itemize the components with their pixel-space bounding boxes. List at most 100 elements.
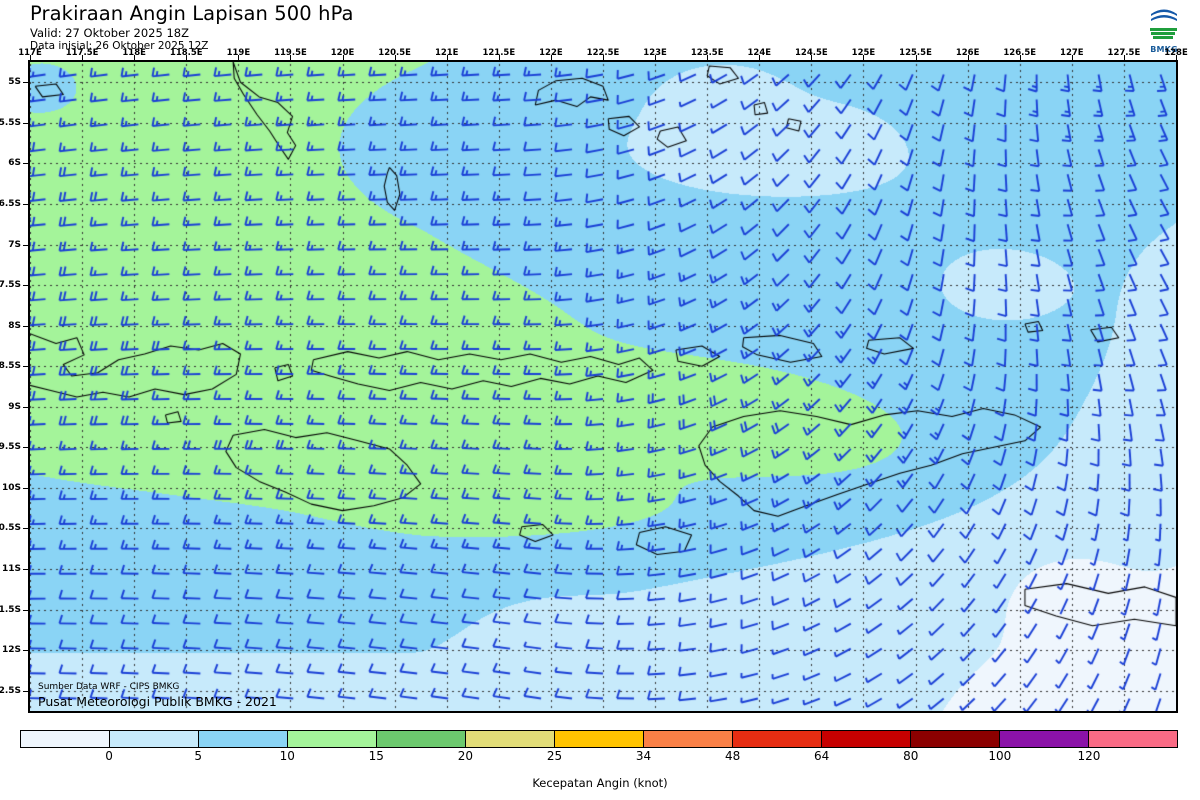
lat-tick-mark xyxy=(23,447,28,449)
colorbar-segment xyxy=(911,731,1000,747)
colorbar-segment xyxy=(288,731,377,747)
page-title: Prakiraan Angin Lapisan 500 hPa xyxy=(30,2,354,25)
colorbar-tick-label: 80 xyxy=(903,749,919,763)
lat-tick-label: 10S xyxy=(1,482,21,493)
lon-tick-mark xyxy=(707,55,709,60)
bmkg-logo: BMKG xyxy=(1136,2,1192,54)
colorbar-tick-label: 120 xyxy=(1077,749,1101,763)
colorbar-tick-label: 25 xyxy=(546,749,563,763)
lat-tick-mark xyxy=(23,285,28,287)
lat-tick-label: 9S xyxy=(8,401,21,412)
lon-tick-label: 121E xyxy=(434,48,459,58)
lon-tick-mark xyxy=(30,55,31,60)
lat-tick-label: 12.5S xyxy=(0,685,21,696)
lat-tick-label: 8S xyxy=(8,320,21,331)
colorbar-tick-label: 100 xyxy=(988,749,1012,763)
lon-tick-mark xyxy=(1071,55,1073,60)
lon-tick-mark xyxy=(655,55,657,60)
lon-tick-label: 127E xyxy=(1060,48,1084,58)
lat-tick-mark xyxy=(23,163,28,165)
valid-time-text: Valid: 27 Oktober 2025 18Z xyxy=(30,26,189,40)
lat-tick-mark xyxy=(23,122,28,124)
lat-tick-label: 8.5S xyxy=(0,361,21,372)
colorbar-segment xyxy=(1000,731,1089,747)
lat-tick-label: 5S xyxy=(8,77,21,88)
lat-tick-label: 10.5S xyxy=(0,523,21,534)
initial-data-text: Data inisial: 26 Oktober 2025 12Z xyxy=(30,40,209,52)
lon-tick-label: 120.5E xyxy=(378,48,411,58)
colorbar-segment xyxy=(1089,731,1177,747)
lon-tick-mark xyxy=(290,55,292,60)
lon-tick-label: 124E xyxy=(747,48,772,58)
lon-tick-label: 123.5E xyxy=(690,48,724,58)
lon-tick-label: 126E xyxy=(955,48,980,58)
lat-tick-mark xyxy=(23,82,28,84)
bmkg-logo-icon xyxy=(1149,4,1179,42)
lon-tick-mark xyxy=(759,55,761,60)
lat-tick-label: 11S xyxy=(1,564,21,575)
lon-tick-label: 117.5E xyxy=(65,48,99,58)
lat-tick-label: 7S xyxy=(8,239,21,250)
lon-tick-mark xyxy=(915,55,917,60)
colorbar-segment xyxy=(21,731,110,747)
colorbar-tick-label: 20 xyxy=(457,749,474,763)
lat-tick-label: 5.5S xyxy=(0,117,21,128)
lon-tick-label: 121.5E xyxy=(482,48,516,58)
colorbar-tick-label: 5 xyxy=(194,749,202,763)
lon-tick-mark xyxy=(1123,55,1125,60)
colorbar-tick-label: 0 xyxy=(105,749,113,763)
lon-tick-mark xyxy=(342,55,344,60)
lon-tick-mark xyxy=(446,55,448,60)
source-credit: Sumber Data WRF - CIPS BMKG xyxy=(38,682,180,692)
lon-tick-mark xyxy=(134,55,136,60)
colorbar-segment xyxy=(377,731,466,747)
lon-tick-label: 126.5E xyxy=(1003,48,1037,58)
lon-tick-mark xyxy=(863,55,865,60)
lat-tick-mark xyxy=(23,569,28,571)
lat-tick-label: 6.5S xyxy=(0,198,21,209)
colorbar-segment xyxy=(110,731,199,747)
lat-tick-mark xyxy=(23,203,28,205)
colorbar-tick-label: 48 xyxy=(724,749,741,763)
colorbar-tick-label: 15 xyxy=(368,749,384,763)
lon-tick-mark xyxy=(498,55,500,60)
lat-tick-mark xyxy=(23,528,28,530)
colorbar-title: Kecepatan Angin (knot) xyxy=(532,776,668,790)
colorbar-segment xyxy=(466,731,555,747)
lat-tick-label: 6S xyxy=(8,158,21,169)
lon-tick-mark xyxy=(550,55,552,60)
lat-tick-label: 12S xyxy=(1,645,21,656)
bmkg-logo-label: BMKG xyxy=(1150,45,1178,54)
lon-tick-label: 127.5E xyxy=(1107,48,1141,58)
colorbar-tick-label: 64 xyxy=(814,749,830,763)
colorbar-segment xyxy=(644,731,733,747)
weather-map[interactable]: Sumber Data WRF - CIPS BMKG Pusat Meteor… xyxy=(28,60,1178,713)
lon-tick-label: 117E xyxy=(18,48,42,58)
lat-tick-mark xyxy=(23,650,28,652)
lat-tick-mark xyxy=(23,244,28,246)
lon-tick-label: 122E xyxy=(539,48,563,58)
lon-tick-label: 118.5E xyxy=(169,48,203,58)
lat-tick-mark xyxy=(23,406,28,408)
lon-tick-label: 128E xyxy=(1164,48,1188,58)
header: Prakiraan Angin Lapisan 500 hPa Valid: 2… xyxy=(0,0,1200,58)
lon-tick-mark xyxy=(186,55,188,60)
lat-tick-mark xyxy=(23,690,28,692)
colorbar xyxy=(20,730,1178,748)
lon-tick-mark xyxy=(967,55,969,60)
lon-tick-mark xyxy=(1176,55,1177,60)
colorbar-segment xyxy=(199,731,288,747)
lat-tick-mark xyxy=(23,325,28,327)
lon-tick-mark xyxy=(394,55,396,60)
colorbar-segment xyxy=(733,731,822,747)
colorbar-ticks: 0 5 10 15 20 25 34 48 64 80 100 120 xyxy=(20,749,1178,765)
lon-tick-mark xyxy=(82,55,84,60)
lat-tick-label: 7.5S xyxy=(0,280,21,291)
lon-tick-label: 118E xyxy=(122,48,146,58)
lat-tick-mark xyxy=(23,609,28,611)
lon-tick-label: 122.5E xyxy=(586,48,620,58)
colorbar-segment xyxy=(555,731,644,747)
lat-tick-mark xyxy=(23,366,28,368)
lon-tick-label: 120E xyxy=(330,48,355,58)
lon-tick-label: 123E xyxy=(643,48,667,58)
